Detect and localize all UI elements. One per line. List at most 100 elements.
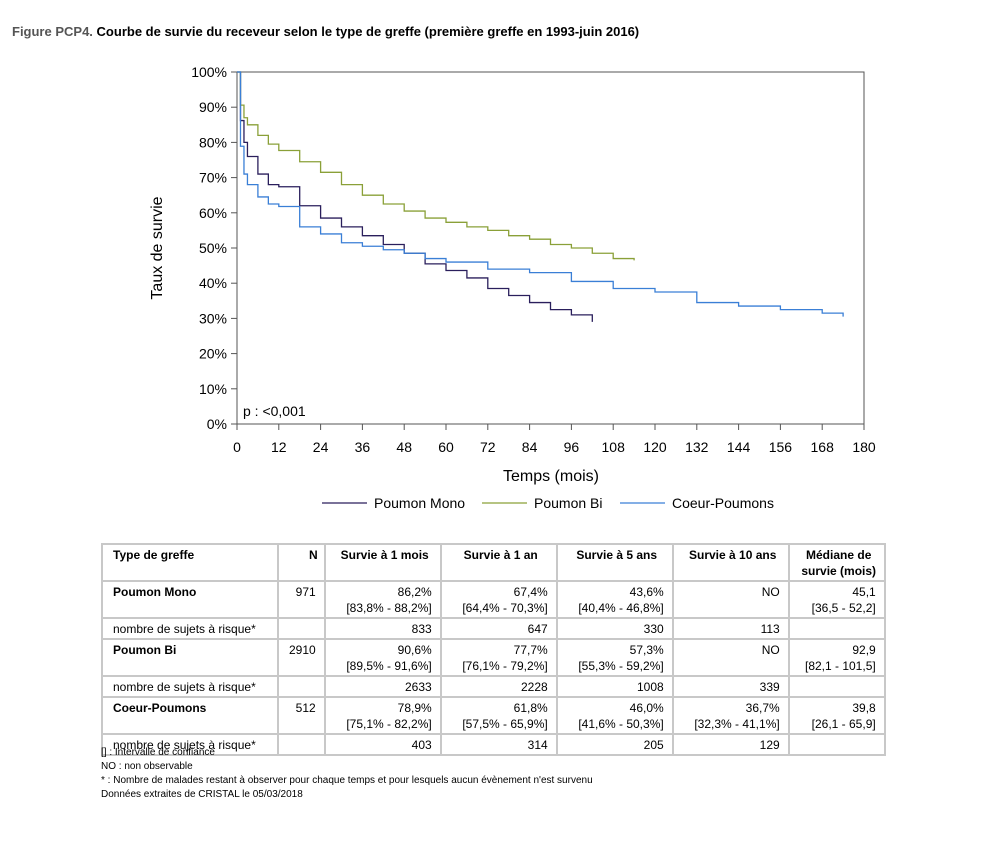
- survival-5-years-cell-ci: [55,3% - 59,2%]: [578, 659, 664, 673]
- x-tick-label: 48: [396, 439, 412, 455]
- header-type: Type de greffe: [101, 543, 279, 582]
- survival-5-years-cell-ci: [41,6% - 50,3%]: [578, 717, 664, 731]
- figure-title-text: Courbe de survie du receveur selon le ty…: [96, 24, 640, 39]
- y-tick-label: 100%: [191, 64, 227, 80]
- risk-count-cell-value: 129: [759, 738, 780, 752]
- risk-count-cell-value: 113: [760, 622, 780, 636]
- survival-10-years-cell: NO: [671, 580, 790, 619]
- x-tick-label: 144: [727, 439, 751, 455]
- plot-frame: [236, 71, 865, 425]
- x-tick-label: 72: [480, 439, 496, 455]
- header-10-years: Survie à 10 ans: [671, 543, 790, 582]
- group-name-cell-value: Coeur-Poumons: [113, 701, 207, 715]
- legend-label: Coeur-Poumons: [672, 495, 774, 511]
- risk-label-cell: nombre de sujets à risque*: [101, 733, 279, 756]
- survival-5-years-cell-value: 46,0%: [629, 701, 664, 715]
- risk-count-cell-value: 647: [527, 622, 548, 636]
- group-name-cell: Poumon Mono: [101, 580, 279, 619]
- median-survival-cell-value: 39,8: [852, 701, 876, 715]
- y-tick-label: 80%: [199, 134, 227, 150]
- footnote: NO : non observable: [101, 761, 193, 772]
- risk-count-cell-value: 330: [643, 622, 664, 636]
- survival-1-year-cell: 67,4% [64,4% - 70,3%]: [439, 580, 558, 619]
- x-tick-label: 132: [685, 439, 709, 455]
- survival-1-month-cell-ci: [75,1% - 82,2%]: [346, 717, 432, 731]
- risk-label-cell: nombre de sujets à risque*: [101, 617, 279, 640]
- survival-1-year-cell-value: 67,4%: [513, 585, 548, 599]
- survival-5-years-cell-ci: [40,4% - 46,8%]: [578, 601, 664, 615]
- chart-legend: Poumon Mono Poumon Bi Coeur-Poumons: [322, 495, 774, 511]
- x-axis: 0 12 24 36 48 60 72 84 96 108 120 132 144 156 168 180: [233, 424, 876, 455]
- survival-5-years-cell-value: 43,6%: [629, 585, 664, 599]
- y-axis-label: Taux de survie: [149, 196, 166, 299]
- risk-row: nombre de sujets à risque* 2633 2228 1008 33…: [101, 675, 886, 698]
- median-survival-cell: 45,1 [36,5 - 52,2]: [787, 580, 886, 619]
- series-line-1: [237, 71, 635, 261]
- empty-cell: [787, 675, 886, 698]
- table-row: Poumon Bi 2910 90,6% [89,5% - 91,6%] 77,7% [7…: [101, 638, 886, 677]
- survival-1-year-cell-value: 77,7%: [513, 643, 548, 657]
- x-tick-label: 0: [233, 439, 241, 455]
- x-tick-label: 36: [355, 439, 371, 455]
- survival-5-years-cell: 46,0% [41,6% - 50,3%]: [555, 696, 674, 735]
- median-survival-cell-value: 45,1: [852, 585, 876, 599]
- risk-count-cell: 129: [671, 733, 790, 756]
- risk-count-cell-value: 833: [411, 622, 432, 636]
- risk-count-cell-value: 403: [411, 738, 432, 752]
- footnote: Données extraites de CRISTAL le 05/03/20…: [101, 789, 303, 800]
- median-survival-cell-ci: [36,5 - 52,2]: [811, 601, 876, 615]
- survival-1-month-cell-ci: [83,8% - 88,2%]: [346, 601, 432, 615]
- survival-1-year-cell-ci: [64,4% - 70,3%]: [462, 601, 548, 615]
- risk-count-cell: 403: [323, 733, 442, 756]
- footnote: [] : Intervalle de confiance: [101, 747, 215, 758]
- risk-label-cell-value: nombre de sujets à risque*: [113, 680, 256, 694]
- survival-1-month-cell: 90,6% [89,5% - 91,6%]: [323, 638, 442, 677]
- table-row: Coeur-Poumons 512 78,9% [75,1% - 82,2%] 61,8…: [101, 696, 886, 735]
- figure-title: Figure PCP4. Courbe de survie du receveu…: [12, 24, 639, 39]
- group-name-cell-value: Poumon Bi: [113, 643, 177, 657]
- empty-cell: [277, 733, 326, 756]
- group-name-cell: Coeur-Poumons: [101, 696, 279, 735]
- survival-10-years-cell-value: NO: [761, 643, 780, 657]
- risk-count-cell: 330: [555, 617, 674, 640]
- n-cell-value: 2910: [289, 643, 316, 657]
- header-n: N: [277, 543, 326, 582]
- y-tick-label: 70%: [199, 170, 227, 186]
- x-tick-label: 156: [769, 439, 793, 455]
- risk-count-cell-value: 339: [759, 680, 780, 694]
- header-5-years: Survie à 5 ans: [555, 543, 674, 582]
- risk-label-cell: nombre de sujets à risque*: [101, 675, 279, 698]
- table-row: Poumon Mono 971 86,2% [83,8% - 88,2%] 67,4% […: [101, 580, 886, 619]
- survival-10-years-cell: 36,7% [32,3% - 41,1%]: [671, 696, 790, 735]
- header-median: Médiane de survie (mois): [787, 543, 886, 582]
- risk-count-cell-value: 205: [643, 738, 664, 752]
- legend-label: Poumon Mono: [374, 495, 465, 511]
- median-survival-cell: 92,9 [82,1 - 101,5]: [787, 638, 886, 677]
- x-tick-label: 60: [438, 439, 454, 455]
- survival-1-year-cell-ci: [76,1% - 79,2%]: [462, 659, 548, 673]
- survival-1-month-cell-value: 78,9%: [397, 701, 432, 715]
- survival-1-year-cell-value: 61,8%: [513, 701, 548, 715]
- survival-1-month-cell-value: 86,2%: [397, 585, 432, 599]
- risk-row: nombre de sujets à risque* 403 314 205 129: [101, 733, 886, 756]
- y-tick-label: 40%: [199, 275, 227, 291]
- survival-1-year-cell: 61,8% [57,5% - 65,9%]: [439, 696, 558, 735]
- survival-10-years-cell: NO: [671, 638, 790, 677]
- risk-label-cell-value: nombre de sujets à risque*: [113, 622, 256, 636]
- x-tick-label: 24: [313, 439, 329, 455]
- y-tick-label: 10%: [199, 381, 227, 397]
- survival-10-years-cell-value: 36,7%: [745, 701, 780, 715]
- empty-cell: [787, 733, 886, 756]
- median-survival-cell-ci: [82,1 - 101,5]: [804, 659, 876, 673]
- risk-count-cell: 339: [671, 675, 790, 698]
- n-cell-value: 512: [295, 701, 316, 715]
- survival-1-year-cell-ci: [57,5% - 65,9%]: [462, 717, 548, 731]
- median-survival-cell-value: 92,9: [852, 643, 876, 657]
- series-lines: [237, 71, 844, 322]
- x-tick-label: 12: [271, 439, 287, 455]
- risk-count-cell-value: 2633: [405, 680, 432, 694]
- y-tick-label: 0%: [207, 416, 227, 432]
- x-axis-label: Temps (mois): [503, 468, 599, 485]
- y-tick-label: 30%: [199, 310, 227, 326]
- survival-5-years-cell-value: 57,3%: [629, 643, 664, 657]
